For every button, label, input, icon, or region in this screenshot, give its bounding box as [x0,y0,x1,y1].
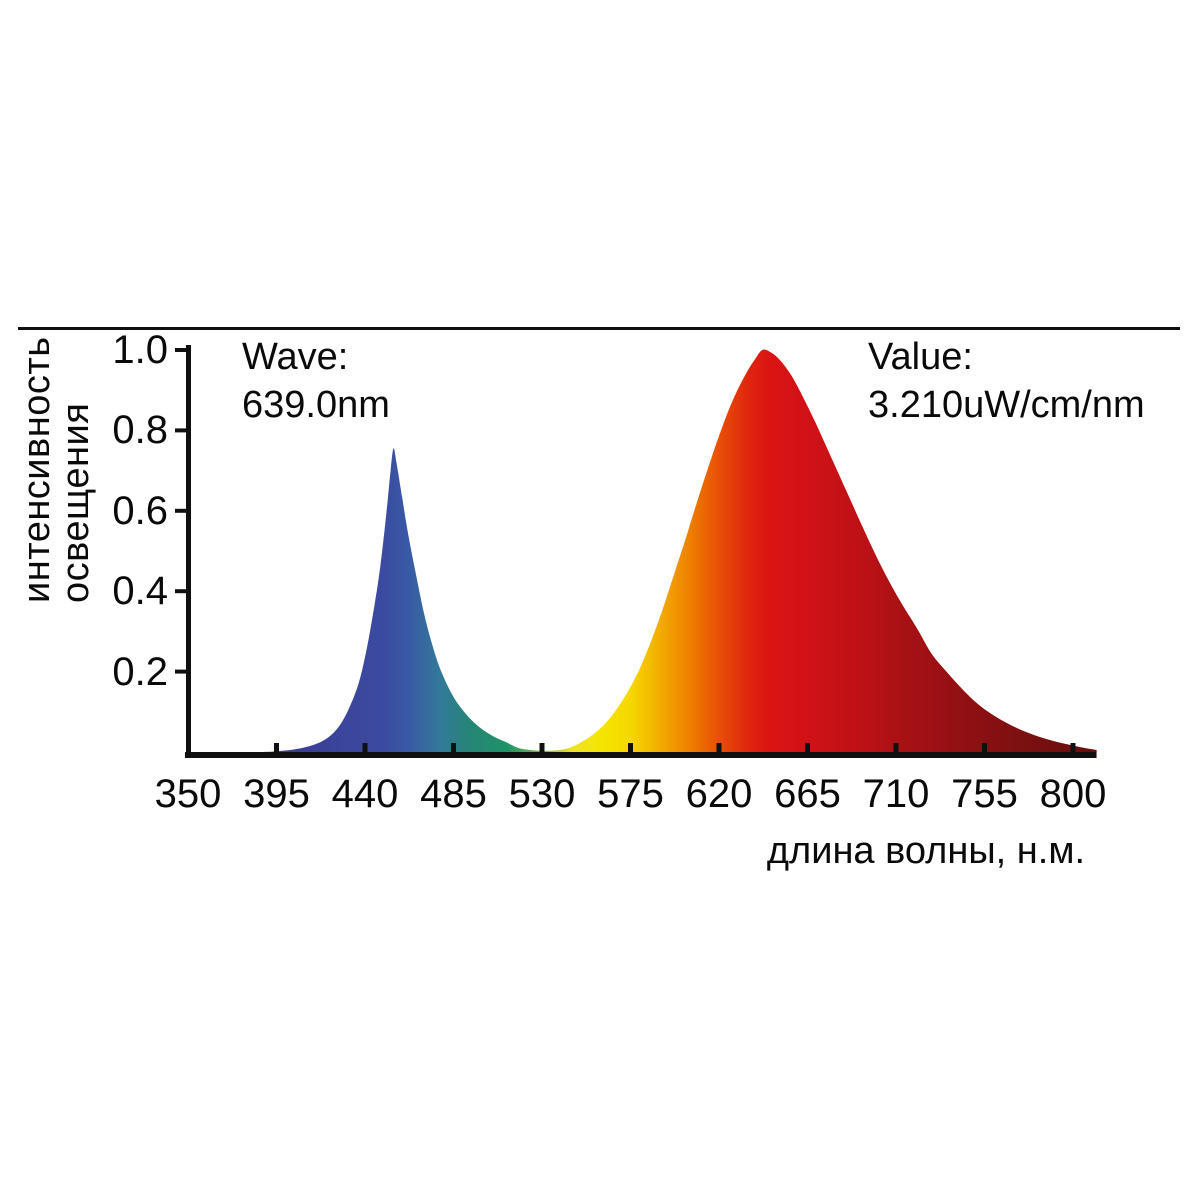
x-axis-tick [805,743,810,752]
x-tick-label: 350 [154,772,222,816]
y-axis-title: интенсивность освещения [16,336,97,603]
y-axis-line [186,345,191,758]
x-tick-label: 710 [862,772,930,816]
x-tick-label: 440 [331,772,399,816]
y-axis-tick [175,508,186,513]
x-tick-label: 620 [685,772,753,816]
x-tick-label: 800 [1039,772,1107,816]
x-axis-tick [893,743,899,752]
x-axis-tick [274,743,279,752]
y-tick-label: 0.2 [112,649,168,694]
x-axis-tick [716,743,722,752]
x-tick-label: 665 [774,772,841,816]
x-axis-title: длина волны, н.м. [766,830,1085,872]
y-axis-title-line1: интенсивность [16,336,58,603]
x-tick-label: 485 [420,772,487,816]
x-tick-label: 530 [508,772,576,816]
x-tick-label: 575 [597,772,664,816]
x-axis-tick [1070,743,1076,752]
x-tick-label: 755 [951,772,1018,816]
spectrum-area [188,349,1097,758]
y-axis-tick [175,348,186,352]
value-readout: Value: 3.210uW/cm/nm [868,333,1145,429]
top-divider-line [18,327,1180,330]
y-axis-tick [175,428,186,433]
x-axis-tick [362,743,368,752]
wave-readout: Wave: 639.0nm [242,333,390,429]
wave-readout-value: 639.0nm [242,384,390,426]
y-tick-label: 1.0 [112,328,168,372]
x-axis-tick [982,743,987,752]
y-axis-title-line2: освещения [55,402,97,603]
y-tick-label: 0.6 [112,488,168,533]
x-axis-tick [451,743,456,752]
x-tick-label: 395 [243,772,310,816]
y-tick-label: 0.8 [112,408,168,453]
x-axis-tick [539,743,545,752]
x-axis-tick [628,743,633,752]
y-axis-tick [175,669,186,674]
value-readout-label: Value: [868,336,973,378]
x-axis-line [185,752,1096,758]
y-axis-tick [175,589,186,594]
wave-readout-label: Wave: [242,336,349,378]
value-readout-value: 3.210uW/cm/nm [868,384,1145,426]
y-tick-label: 0.4 [112,569,168,614]
